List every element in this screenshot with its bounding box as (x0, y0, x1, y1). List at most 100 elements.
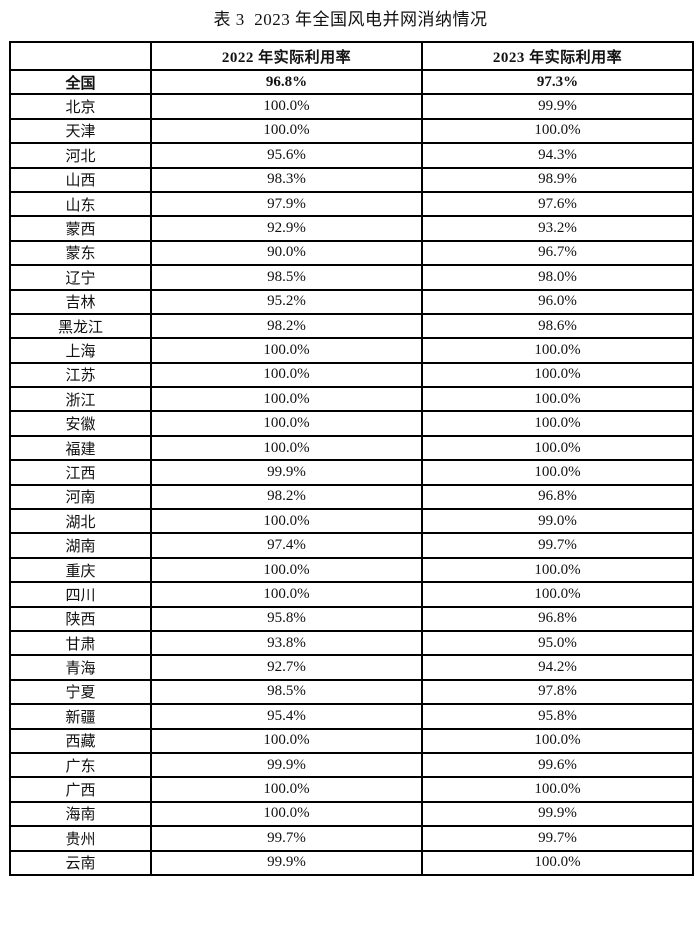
value-2022-cell: 98.2% (150, 312, 423, 340)
value-2023-cell: 98.9% (421, 166, 694, 193)
value-2023-cell: 97.6% (421, 190, 694, 218)
value-2022-cell: 95.6% (150, 142, 423, 169)
table-row: 黑龙江 98.2% 98.6% (9, 312, 694, 340)
table-row: 上海 100.0% 100.0% (9, 337, 694, 364)
value-2022-cell: 100.0% (150, 800, 423, 828)
table-row: 江苏 100.0% 100.0% (9, 361, 694, 389)
region-cell: 海南 (9, 800, 152, 828)
value-2023-cell: 94.2% (421, 654, 694, 681)
region-cell: 江西 (9, 459, 152, 486)
table-row: 云南 99.9% 100.0% (9, 849, 694, 876)
region-cell: 河北 (9, 142, 152, 169)
table-row: 吉林 95.2% 96.0% (9, 288, 694, 315)
value-2022-cell: 100.0% (150, 117, 423, 145)
table-row: 广西 100.0% 100.0% (9, 776, 694, 803)
region-cell: 云南 (9, 849, 152, 876)
value-2023-cell: 99.9% (421, 93, 694, 120)
value-2022-cell: 98.5% (150, 678, 423, 706)
region-cell: 陕西 (9, 605, 152, 633)
value-2023-cell: 100.0% (421, 434, 694, 462)
region-cell: 重庆 (9, 556, 152, 584)
region-cell: 安徽 (9, 410, 152, 437)
value-2023-cell: 98.0% (421, 264, 694, 291)
table-caption: 表 3 2023 年全国风电并网消纳情况 (213, 10, 488, 29)
region-cell: 福建 (9, 434, 152, 462)
region-cell: 河南 (9, 483, 152, 511)
value-2022-cell: 100.0% (150, 93, 423, 120)
region-cell: 江苏 (9, 361, 152, 389)
table-row: 山东 97.9% 97.6% (9, 190, 694, 218)
value-2023-cell: 96.8% (421, 605, 694, 633)
column-header-2022: 2022 年实际利用率 (150, 41, 423, 71)
value-2022-cell: 100.0% (150, 361, 423, 389)
table-row: 广东 99.9% 99.6% (9, 751, 694, 779)
value-2022-cell: 90.0% (150, 239, 423, 267)
value-2023-cell: 100.0% (421, 727, 694, 754)
region-cell: 浙江 (9, 386, 152, 413)
region-cell: 山东 (9, 190, 152, 218)
table-row: 北京 100.0% 99.9% (9, 93, 694, 120)
table-row: 西藏 100.0% 100.0% (9, 727, 694, 754)
value-2022-cell: 93.8% (150, 629, 423, 657)
table-row: 辽宁 98.5% 98.0% (9, 264, 694, 291)
value-2022-cell: 100.0% (150, 581, 423, 608)
value-2022-cell: 97.9% (150, 190, 423, 218)
value-2022-cell: 100.0% (150, 410, 423, 437)
region-cell: 上海 (9, 337, 152, 364)
value-2022-cell: 97.4% (150, 532, 423, 559)
value-2022-cell: 100.0% (150, 337, 423, 364)
value-2023-cell: 98.6% (421, 312, 694, 340)
region-cell: 山西 (9, 166, 152, 193)
value-2022-cell: 99.9% (150, 849, 423, 876)
table-row: 山西 98.3% 98.9% (9, 166, 694, 193)
value-2023-cell: 100.0% (421, 386, 694, 413)
value-2022-cell: 96.8% (150, 68, 423, 96)
table-row: 贵州 99.7% 99.7% (9, 825, 694, 852)
value-2022-cell: 95.4% (150, 703, 423, 730)
region-cell: 全国 (9, 68, 152, 96)
table-row: 河南 98.2% 96.8% (9, 483, 694, 511)
header-row: 2022 年实际利用率 2023 年实际利用率 (9, 41, 694, 71)
value-2022-cell: 100.0% (150, 386, 423, 413)
value-2023-cell: 100.0% (421, 556, 694, 584)
value-2023-cell: 100.0% (421, 459, 694, 486)
value-2023-cell: 96.8% (421, 483, 694, 511)
value-2023-cell: 100.0% (421, 581, 694, 608)
value-2022-cell: 92.7% (150, 654, 423, 681)
value-2022-cell: 100.0% (150, 434, 423, 462)
table-row: 江西 99.9% 100.0% (9, 459, 694, 486)
value-2023-cell: 94.3% (421, 142, 694, 169)
table-row: 四川 100.0% 100.0% (9, 581, 694, 608)
region-cell: 辽宁 (9, 264, 152, 291)
table-row: 湖南 97.4% 99.7% (9, 532, 694, 559)
table-row: 天津 100.0% 100.0% (9, 117, 694, 145)
table-row: 甘肃 93.8% 95.0% (9, 629, 694, 657)
value-2022-cell: 100.0% (150, 508, 423, 535)
table-row: 青海 92.7% 94.2% (9, 654, 694, 681)
value-2022-cell: 98.2% (150, 483, 423, 511)
value-2022-cell: 100.0% (150, 727, 423, 754)
region-cell: 青海 (9, 654, 152, 681)
value-2022-cell: 95.8% (150, 605, 423, 633)
value-2023-cell: 100.0% (421, 337, 694, 364)
value-2022-cell: 99.7% (150, 825, 423, 852)
value-2023-cell: 99.6% (421, 751, 694, 779)
region-cell: 湖南 (9, 532, 152, 559)
wind-power-utilization-table: 2022 年实际利用率 2023 年实际利用率 全国 96.8% 97.3% 北… (9, 41, 694, 876)
table-body: 全国 96.8% 97.3% 北京 100.0% 99.9% 天津 100.0%… (9, 68, 694, 876)
region-cell: 宁夏 (9, 678, 152, 706)
region-cell: 甘肃 (9, 629, 152, 657)
table-row: 重庆 100.0% 100.0% (9, 556, 694, 584)
value-2023-cell: 93.2% (421, 215, 694, 242)
table-row: 新疆 95.4% 95.8% (9, 703, 694, 730)
table-row: 湖北 100.0% 99.0% (9, 508, 694, 535)
value-2023-cell: 97.8% (421, 678, 694, 706)
value-2022-cell: 95.2% (150, 288, 423, 315)
region-cell: 广西 (9, 776, 152, 803)
region-cell: 北京 (9, 93, 152, 120)
value-2023-cell: 100.0% (421, 361, 694, 389)
value-2023-cell: 100.0% (421, 776, 694, 803)
region-cell: 蒙西 (9, 215, 152, 242)
region-cell: 蒙东 (9, 239, 152, 267)
